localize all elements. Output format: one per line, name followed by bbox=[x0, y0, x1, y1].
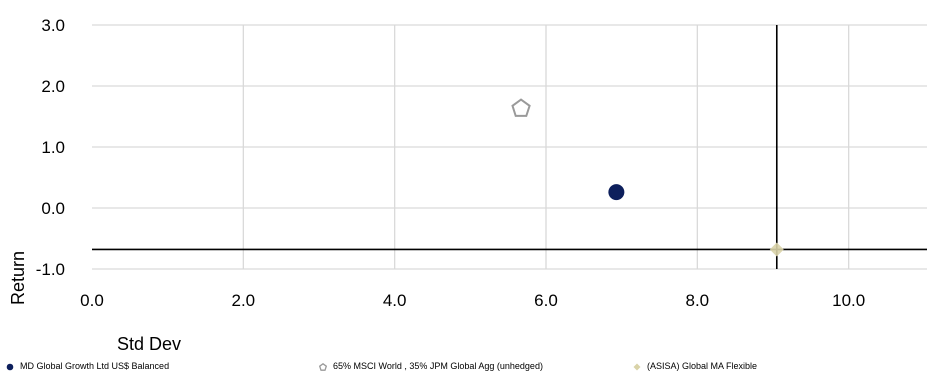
legend-label: 65% MSCI World , 35% JPM Global Agg (unh… bbox=[333, 361, 543, 371]
legend-label: MD Global Growth Ltd US$ Balanced bbox=[20, 361, 170, 371]
gridlines bbox=[92, 24, 927, 270]
y-tick-label: -1.0 bbox=[36, 260, 65, 279]
data-point-3 bbox=[769, 242, 784, 257]
legend-item-asisa: (ASISA) Global MA Flexible bbox=[633, 361, 757, 372]
x-tick-label: 8.0 bbox=[686, 291, 710, 310]
data-point-1 bbox=[608, 184, 625, 201]
legend-label: (ASISA) Global MA Flexible bbox=[647, 361, 758, 371]
data-point-2 bbox=[511, 98, 531, 117]
x-tick-label: 6.0 bbox=[534, 291, 558, 310]
scatter-chart: 3.02.01.00.0-1.00.02.04.06.08.010.012.0 … bbox=[8, 16, 927, 354]
tick-labels: 3.02.01.00.0-1.00.02.04.06.08.010.012.0 bbox=[36, 16, 866, 310]
x-tick-label: 2.0 bbox=[232, 291, 256, 310]
data-points bbox=[511, 98, 784, 257]
x-axis-label: Std Dev bbox=[117, 334, 181, 354]
legend-item-md-global: MD Global Growth Ltd US$ Balanced bbox=[6, 361, 169, 372]
crosshair-lines bbox=[92, 25, 927, 269]
y-tick-label: 3.0 bbox=[41, 16, 65, 35]
x-tick-label: 10.0 bbox=[832, 291, 865, 310]
y-tick-label: 2.0 bbox=[41, 77, 65, 96]
pentagon-marker-icon bbox=[319, 362, 327, 371]
y-axis-label: Return bbox=[8, 251, 28, 305]
circle-marker-icon bbox=[6, 363, 14, 370]
y-tick-label: 0.0 bbox=[41, 199, 65, 218]
x-tick-label: 0.0 bbox=[80, 291, 104, 310]
legend: MD Global Growth Ltd US$ Balanced 65% MS… bbox=[6, 361, 921, 372]
x-tick-label: 4.0 bbox=[383, 291, 407, 310]
diamond-marker-icon bbox=[633, 363, 641, 370]
legend-item-benchmark: 65% MSCI World , 35% JPM Global Agg (unh… bbox=[319, 361, 543, 372]
y-tick-label: 1.0 bbox=[41, 138, 65, 157]
